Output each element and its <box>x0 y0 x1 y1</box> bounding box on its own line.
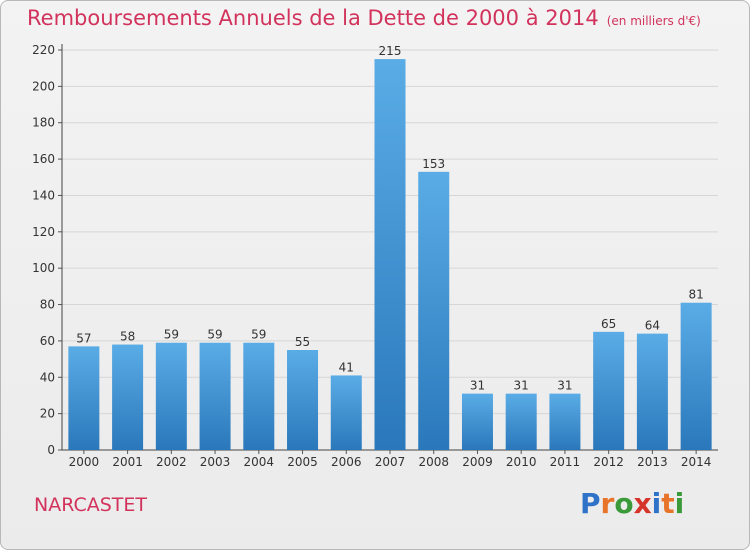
data-label-2001: 58 <box>120 330 135 344</box>
axis-layer: 0 20 40 60 80 100 120 140 160 180 200 220 2000 2001 20… <box>32 43 718 469</box>
data-label-2007: 215 <box>379 44 402 58</box>
y-tick-label: 200 <box>32 79 55 93</box>
bar-2009 <box>461 393 493 450</box>
data-label-2000: 57 <box>76 331 91 345</box>
data-label-2014: 81 <box>688 288 703 302</box>
data-label-2005: 55 <box>295 335 310 349</box>
bar-layer <box>68 59 712 450</box>
bar-2013 <box>636 333 668 450</box>
y-tick-label: 60 <box>40 334 55 348</box>
x-tick-label: 2013 <box>637 455 668 469</box>
data-label-2011: 31 <box>557 379 572 393</box>
bar-2005 <box>287 350 319 450</box>
logo-letter: i <box>651 487 662 520</box>
y-tick-label: 140 <box>32 188 55 202</box>
y-tick-label: 80 <box>40 298 55 312</box>
data-label-2004: 59 <box>251 328 266 342</box>
logo-letter: x <box>633 487 652 520</box>
x-tick-label: 2008 <box>418 455 449 469</box>
x-tick-label: 2010 <box>506 455 537 469</box>
x-tick-label: 2004 <box>244 455 275 469</box>
commune-name: NARCASTET <box>34 494 148 516</box>
bar-2000 <box>68 346 100 450</box>
y-tick-label: 100 <box>32 261 55 275</box>
label-layer: 57 58 59 59 59 55 41 215 153 31 31 31 65 64 81 <box>76 44 704 393</box>
x-tick-label: 2012 <box>593 455 624 469</box>
y-tick-label: 0 <box>47 443 55 457</box>
x-tick-label: 2005 <box>287 455 318 469</box>
data-label-2009: 31 <box>470 379 485 393</box>
bar-2004 <box>243 342 275 450</box>
y-tick-label: 160 <box>32 152 55 166</box>
bar-2003 <box>199 342 231 450</box>
data-label-2010: 31 <box>514 379 529 393</box>
x-tick-label: 2006 <box>331 455 362 469</box>
chart-title: Remboursements Annuels de la Dette de 20… <box>27 6 701 30</box>
data-label-2012: 65 <box>601 317 616 331</box>
unit-label: (en milliers d'€) <box>606 14 701 28</box>
y-tick-label: 220 <box>32 43 55 57</box>
bar-2011 <box>549 393 581 450</box>
y-tick-label: 20 <box>40 407 55 421</box>
y-tick-label: 180 <box>32 116 55 130</box>
data-label-2006: 41 <box>339 360 354 374</box>
bar-2007 <box>374 59 406 450</box>
x-tick-label: 2007 <box>375 455 406 469</box>
x-tick-label: 2002 <box>156 455 187 469</box>
logo-letter: i <box>674 487 685 520</box>
title-text: Remboursements Annuels de la Dette de 20… <box>27 6 599 30</box>
x-tick-label: 2011 <box>550 455 581 469</box>
x-tick-label: 2014 <box>681 455 712 469</box>
proxiti-logo: Proxiti <box>580 487 684 520</box>
bar-2002 <box>155 342 187 450</box>
data-label-2003: 59 <box>207 328 222 342</box>
data-label-2013: 64 <box>645 319 660 333</box>
bar-2014 <box>680 302 712 450</box>
logo-letter: r <box>600 487 615 520</box>
x-tick-label: 2003 <box>200 455 231 469</box>
x-tick-label: 2000 <box>69 455 100 469</box>
logo-letter: t <box>661 487 675 520</box>
bar-2010 <box>505 393 537 450</box>
bar-2001 <box>112 344 144 450</box>
logo-letter: P <box>580 487 601 520</box>
y-tick-label: 120 <box>32 225 55 239</box>
data-label-2002: 59 <box>164 328 179 342</box>
y-tick-label: 40 <box>40 370 55 384</box>
x-tick-label: 2001 <box>112 455 143 469</box>
logo-letter: o <box>614 487 634 520</box>
bar-2006 <box>330 375 362 450</box>
data-label-2008: 153 <box>422 157 445 171</box>
bar-2012 <box>593 331 625 450</box>
x-tick-label: 2009 <box>462 455 493 469</box>
bar-2008 <box>418 171 450 450</box>
